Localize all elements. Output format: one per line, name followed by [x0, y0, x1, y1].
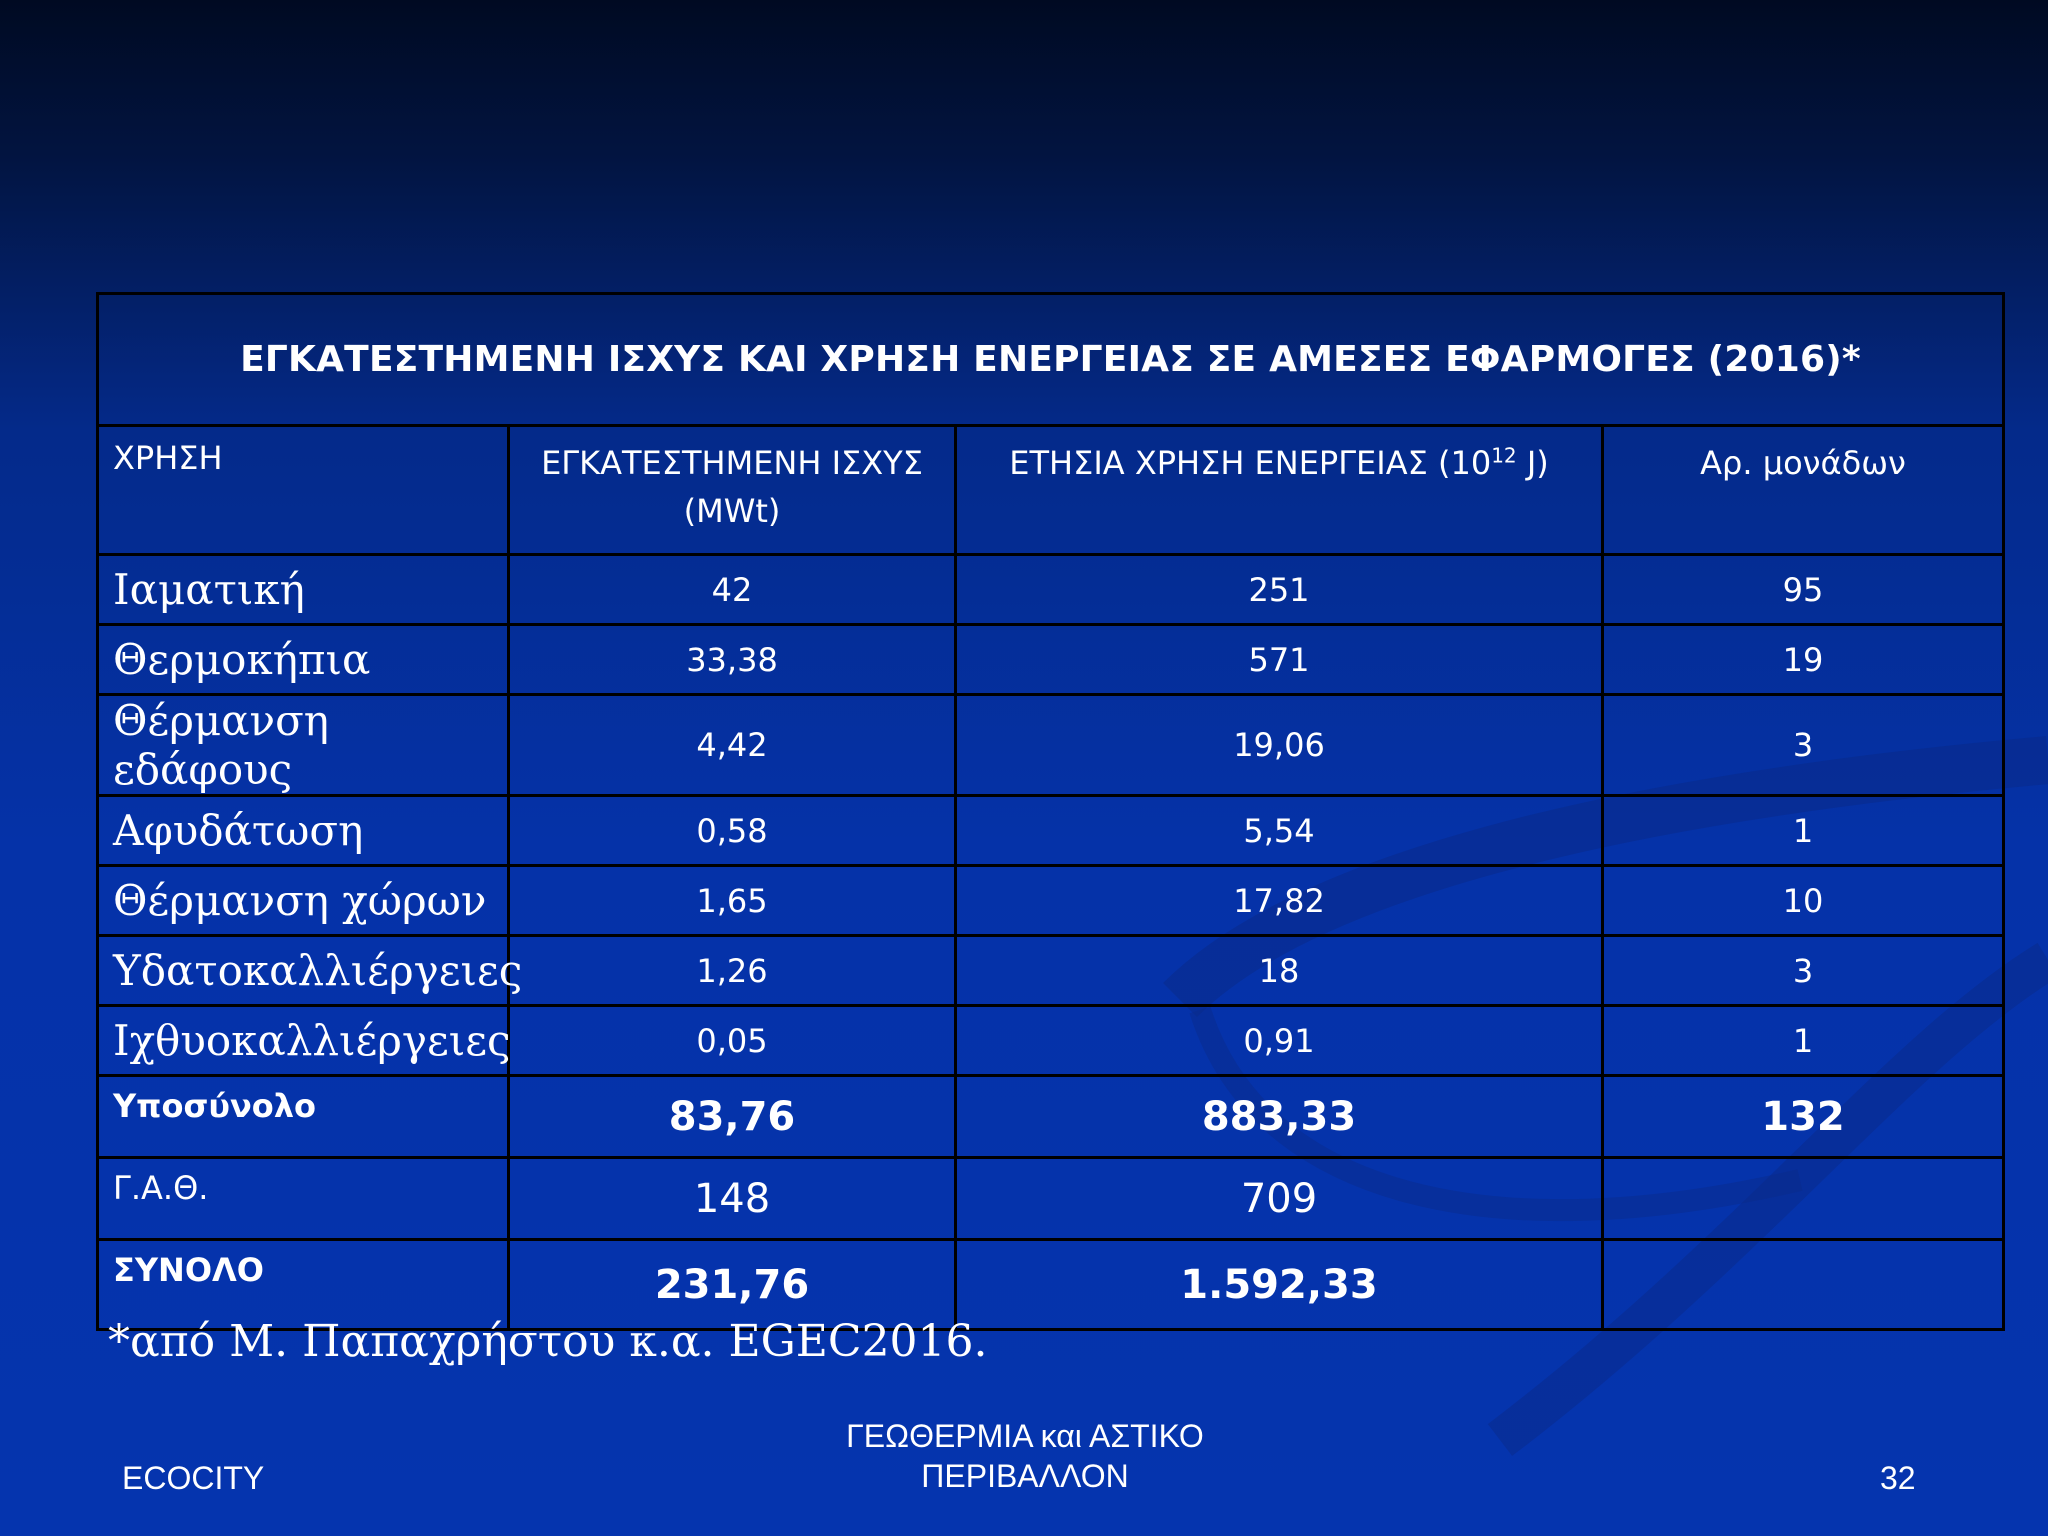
row-energy: 0,91 — [954, 1004, 1604, 1077]
row-use-name: Θερμοκήπια — [96, 623, 510, 696]
row-power: 1,65 — [507, 864, 957, 937]
row-power: 42 — [507, 553, 957, 626]
header-unit-count: Αρ. μονάδων — [1600, 424, 2006, 556]
row-power: 0,58 — [507, 794, 957, 867]
header-installed-power-line1: ΕΓΚΑΤΕΣΤΗΜΕΝΗ ΙΣΧΥΣ — [541, 444, 923, 482]
row-energy: 571 — [954, 623, 1604, 696]
subtotal-row: Υποσύνολο 83,76 883,33 132 — [96, 1074, 2006, 1159]
footer-center-line2: ΠΕΡΙΒΑΛΛΟΝ — [921, 1458, 1129, 1494]
table-row: Θερμοκήπια 33,38 571 19 — [96, 623, 2006, 696]
page-number: 32 — [1880, 1460, 1916, 1496]
row-energy: 17,82 — [954, 864, 1604, 937]
row-units: 1 — [1600, 794, 2006, 867]
table-header-row: ΧΡΗΣΗ ΕΓΚΑΤΕΣΤΗΜΕΝΗ ΙΣΧΥΣ (MWt) ΕΤΗΣΙΑ Χ… — [96, 424, 2006, 556]
row-use-name: Αφυδάτωση — [96, 794, 510, 867]
gath-row: Γ.Α.Θ. 148 709 — [96, 1156, 2006, 1241]
gath-label: Γ.Α.Θ. — [96, 1156, 510, 1241]
subtotal-power: 83,76 — [507, 1074, 957, 1159]
header-installed-power: ΕΓΚΑΤΕΣΤΗΜΕΝΗ ΙΣΧΥΣ (MWt) — [507, 424, 957, 556]
subtotal-label: Υποσύνολο — [96, 1074, 510, 1159]
footer-center-line1: ΓΕΩΘΕΡΜΙΑ και ΑΣΤΙΚΟ — [846, 1418, 1204, 1454]
gath-units — [1600, 1156, 2006, 1241]
header-annual-energy: ΕΤΗΣΙΑ ΧΡΗΣΗ ΕΝΕΡΓΕΙΑΣ (1012 J) — [954, 424, 1604, 556]
header-installed-power-line2: (MWt) — [683, 492, 781, 530]
total-row: ΣΥΝΟΛΟ 231,76 1.592,33 — [96, 1238, 2006, 1331]
row-units: 10 — [1600, 864, 2006, 937]
total-label: ΣΥΝΟΛΟ — [96, 1238, 510, 1331]
source-footnote: *από Μ. Παπαχρήστου κ.α. EGEC2016. — [108, 1316, 988, 1367]
footer-left-text: ECOCITY — [122, 1460, 265, 1496]
subtotal-energy: 883,33 — [954, 1074, 1604, 1159]
row-units: 19 — [1600, 623, 2006, 696]
header-use: ΧΡΗΣΗ — [96, 424, 510, 556]
header-annual-energy-prefix: ΕΤΗΣΙΑ ΧΡΗΣΗ ΕΝΕΡΓΕΙΑΣ (10 — [1009, 444, 1492, 482]
header-annual-energy-suffix: J) — [1516, 444, 1549, 482]
total-units — [1600, 1238, 2006, 1331]
total-power: 231,76 — [507, 1238, 957, 1331]
table-title: ΕΓΚΑΤΕΣΤΗΜΕΝΗ ΙΣΧΥΣ ΚΑΙ ΧΡΗΣΗ ΕΝΕΡΓΕΙΑΣ … — [95, 292, 2006, 427]
row-power: 33,38 — [507, 623, 957, 696]
row-energy: 5,54 — [954, 794, 1604, 867]
header-annual-energy-exponent: 12 — [1491, 443, 1517, 468]
row-power: 0,05 — [507, 1004, 957, 1077]
row-units: 95 — [1600, 553, 2006, 626]
row-units: 1 — [1600, 1004, 2006, 1077]
table-row: Ιαματική 42 251 95 — [96, 553, 2006, 626]
table-row: Θέρμανση εδάφους 4,42 19,06 3 — [96, 693, 2006, 797]
row-use-name: Υδατοκαλλιέργειες — [96, 934, 522, 1007]
row-energy: 18 — [954, 934, 1604, 1007]
subtotal-units: 132 — [1600, 1074, 2006, 1159]
energy-table-container: ΕΓΚΑΤΕΣΤΗΜΕΝΗ ΙΣΧΥΣ ΚΑΙ ΧΡΗΣΗ ΕΝΕΡΓΕΙΑΣ … — [95, 292, 2006, 1331]
row-power: 1,26 — [507, 934, 957, 1007]
gath-power: 148 — [507, 1156, 957, 1241]
table-row: Θέρμανση χώρων 1,65 17,82 10 — [96, 864, 2006, 937]
total-energy: 1.592,33 — [954, 1238, 1604, 1331]
row-energy: 19,06 — [954, 693, 1604, 797]
footer-center-text: ΓΕΩΘΕΡΜΙΑ και ΑΣΤΙΚΟ ΠΕΡΙΒΑΛΛΟΝ — [780, 1416, 1270, 1496]
row-power: 4,42 — [507, 693, 957, 797]
row-use-name: Θέρμανση εδάφους — [96, 693, 510, 797]
table-row: Υδατοκαλλιέργειες 1,26 18 3 — [96, 934, 2006, 1007]
row-use-name: Ιαματική — [96, 553, 510, 626]
row-use-name: Θέρμανση χώρων — [96, 864, 510, 937]
row-units: 3 — [1600, 934, 2006, 1007]
table-row: Αφυδάτωση 0,58 5,54 1 — [96, 794, 2006, 867]
row-energy: 251 — [954, 553, 1604, 626]
energy-table: ΕΓΚΑΤΕΣΤΗΜΕΝΗ ΙΣΧΥΣ ΚΑΙ ΧΡΗΣΗ ΕΝΕΡΓΕΙΑΣ … — [95, 292, 2006, 1331]
row-use-name: Ιχθυοκαλλιέργειες — [96, 1004, 511, 1077]
gath-energy: 709 — [954, 1156, 1604, 1241]
row-units: 3 — [1600, 693, 2006, 797]
table-row: Ιχθυοκαλλιέργειες 0,05 0,91 1 — [96, 1004, 2006, 1077]
